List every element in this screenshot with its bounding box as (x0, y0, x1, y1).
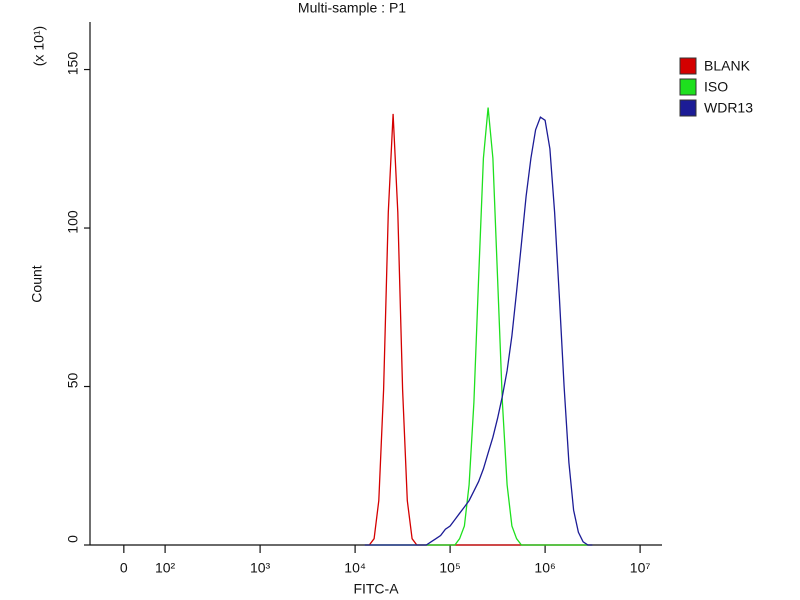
y-tick-label: 150 (65, 52, 81, 76)
y-multiplier-label: (x 10¹) (31, 26, 47, 66)
y-tick-label: 0 (65, 535, 81, 543)
x-axis-label: FITC-A (353, 581, 399, 597)
x-tick-label: 10⁵ (439, 560, 460, 576)
x-tick-label: 10⁴ (344, 560, 366, 576)
chart-title: Multi-sample : P1 (298, 0, 406, 16)
y-tick-label: 100 (65, 210, 81, 234)
series-line (364, 116, 593, 546)
legend-label: WDR13 (704, 100, 753, 116)
x-tick-label: 10⁷ (630, 560, 651, 576)
series-line (364, 107, 593, 546)
legend-swatch (679, 78, 697, 96)
legend-swatch (679, 99, 697, 117)
y-axis-label: Count (29, 265, 45, 302)
x-tick-label: 10³ (250, 560, 271, 576)
x-tick-label: 0 (120, 560, 128, 576)
legend-label: BLANK (704, 58, 751, 74)
x-tick-label: 10² (155, 560, 176, 576)
x-tick-label: 10⁶ (534, 560, 555, 576)
y-tick-label: 50 (65, 373, 81, 389)
legend-swatch (679, 57, 697, 75)
legend-label: ISO (704, 79, 728, 95)
